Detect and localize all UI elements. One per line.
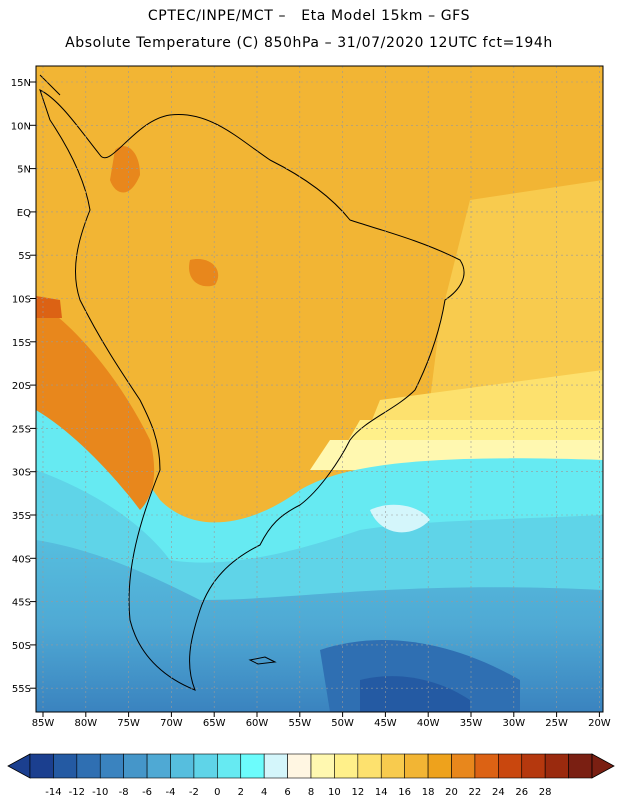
- colorbar-label: -2: [189, 787, 199, 798]
- central-america-coast: [39, 74, 61, 96]
- lon-label: 70W: [160, 718, 183, 729]
- lat-label: 45S: [12, 598, 31, 609]
- colorbar-label: -4: [166, 787, 176, 798]
- lat-label: 55S: [12, 684, 31, 695]
- colorbar-label: 0: [214, 787, 220, 798]
- colorbar-label: 16: [398, 787, 411, 798]
- colorbar-label: -14: [45, 787, 61, 798]
- chart-title-line1: CPTEC/INPE/MCT – Eta Model 15km – GFS: [147, 8, 471, 24]
- colorbar-swatch: [123, 753, 148, 779]
- coastlines: [39, 74, 465, 691]
- colorbar-label: 22: [469, 787, 482, 798]
- colorbar-label: 6: [284, 787, 290, 798]
- lat-label: 5N: [17, 165, 31, 176]
- colorbar-label: 2: [238, 787, 244, 798]
- lat-label: 50S: [12, 641, 31, 652]
- lat-label: 10N: [11, 121, 31, 132]
- field-hot-spot-2: [110, 146, 140, 193]
- colorbar-label: 10: [328, 787, 341, 798]
- lat-label: EQ: [17, 208, 31, 219]
- chart-title-line2: Absolute Temperature (C) 850hPa – 31/07/…: [65, 35, 553, 51]
- falklands: [248, 656, 277, 665]
- south-america-coast: [39, 89, 465, 691]
- colorbar-label: 4: [261, 787, 267, 798]
- lon-label: 25W: [545, 718, 568, 729]
- lat-label: 20S: [12, 381, 31, 392]
- colorbar-swatch: [287, 753, 312, 779]
- colorbar-swatch: [357, 753, 382, 779]
- longitude-axis: 85W 80W 75W 70W 65W 60W 55W 50W 45W 40W 35W 30W 25W 2…: [32, 712, 611, 729]
- colorbar-label: -12: [69, 787, 85, 798]
- lon-label: 20W: [588, 718, 611, 729]
- lon-label: 80W: [74, 718, 97, 729]
- lat-label: 40S: [12, 554, 31, 565]
- colorbar-label: 24: [492, 787, 505, 798]
- lat-label: 15N: [11, 78, 31, 89]
- lon-label: 45W: [374, 718, 397, 729]
- lon-label: 50W: [331, 718, 354, 729]
- field-hot-spot-1: [36, 296, 62, 318]
- field-tongue: [370, 504, 430, 533]
- colorbar-swatch: [310, 753, 335, 779]
- temperature-field: [36, 66, 603, 712]
- colorbar-arrow-low: [7, 753, 31, 779]
- colorbar-label: 18: [422, 787, 435, 798]
- lat-label: 15S: [12, 338, 31, 349]
- field-band-20: [36, 300, 155, 510]
- lon-label: 60W: [246, 718, 269, 729]
- colorbar-swatch: [146, 753, 171, 779]
- lon-label: 85W: [32, 718, 55, 729]
- colorbar-swatch: [568, 753, 593, 779]
- latitude-axis: 15N 10N 5N EQ 5S 10S 15S 20S 25S 30S 35S 40S 45S 50S 5…: [11, 78, 36, 695]
- colorbar-swatch: [53, 753, 78, 779]
- colorbar-swatch: [217, 753, 242, 779]
- colorbar-label: 28: [539, 787, 552, 798]
- lat-label: 30S: [12, 468, 31, 479]
- colorbar-swatch: [451, 753, 476, 779]
- colorbar-swatch: [29, 753, 54, 779]
- lon-label: 30W: [502, 718, 525, 729]
- colorbar-label: 8: [308, 787, 314, 798]
- colorbar-label: 20: [445, 787, 458, 798]
- colorbar-swatch: [334, 753, 359, 779]
- field-cold-core-2: [360, 676, 470, 712]
- colorbar-swatch: [498, 753, 523, 779]
- colorbar-swatch: [193, 753, 218, 779]
- colorbar-swatch: [544, 753, 569, 779]
- colorbar-labels: -14 -12 -10 -8 -6 -4 -2 0 2 4 6 8 10 12 14 16 18 20 22 24 26…: [45, 787, 551, 798]
- colorbar-label: 12: [351, 787, 364, 798]
- map-frame: [35, 65, 604, 713]
- field-band-16: [430, 180, 603, 400]
- lat-label: 25S: [12, 424, 31, 435]
- field-hot-spot-3: [189, 259, 219, 287]
- colorbar-swatch: [404, 753, 429, 779]
- lat-label: 5S: [18, 251, 31, 262]
- colorbar-swatch: [76, 753, 101, 779]
- colorbar-arrow-high: [591, 753, 615, 779]
- lon-label: 55W: [288, 718, 311, 729]
- lon-label: 75W: [117, 718, 140, 729]
- colorbar-swatch: [474, 753, 499, 779]
- colorbar: [7, 753, 615, 779]
- lat-label: 35S: [12, 511, 31, 522]
- colorbar-swatch: [240, 753, 265, 779]
- colorbar-label: -10: [92, 787, 108, 798]
- colorbar-swatch: [427, 753, 452, 779]
- colorbar-swatch: [263, 753, 288, 779]
- colorbar-label: -6: [142, 787, 152, 798]
- lon-label: 35W: [460, 718, 483, 729]
- colorbar-label: 14: [375, 787, 388, 798]
- lon-label: 65W: [203, 718, 226, 729]
- colorbar-swatch: [99, 753, 124, 779]
- colorbar-swatch: [380, 753, 405, 779]
- lat-label: 10S: [12, 295, 31, 306]
- colorbar-swatch: [170, 753, 195, 779]
- lon-label: 40W: [417, 718, 440, 729]
- colorbar-swatch: [521, 753, 546, 779]
- colorbar-label: 26: [515, 787, 528, 798]
- colorbar-label: -8: [119, 787, 129, 798]
